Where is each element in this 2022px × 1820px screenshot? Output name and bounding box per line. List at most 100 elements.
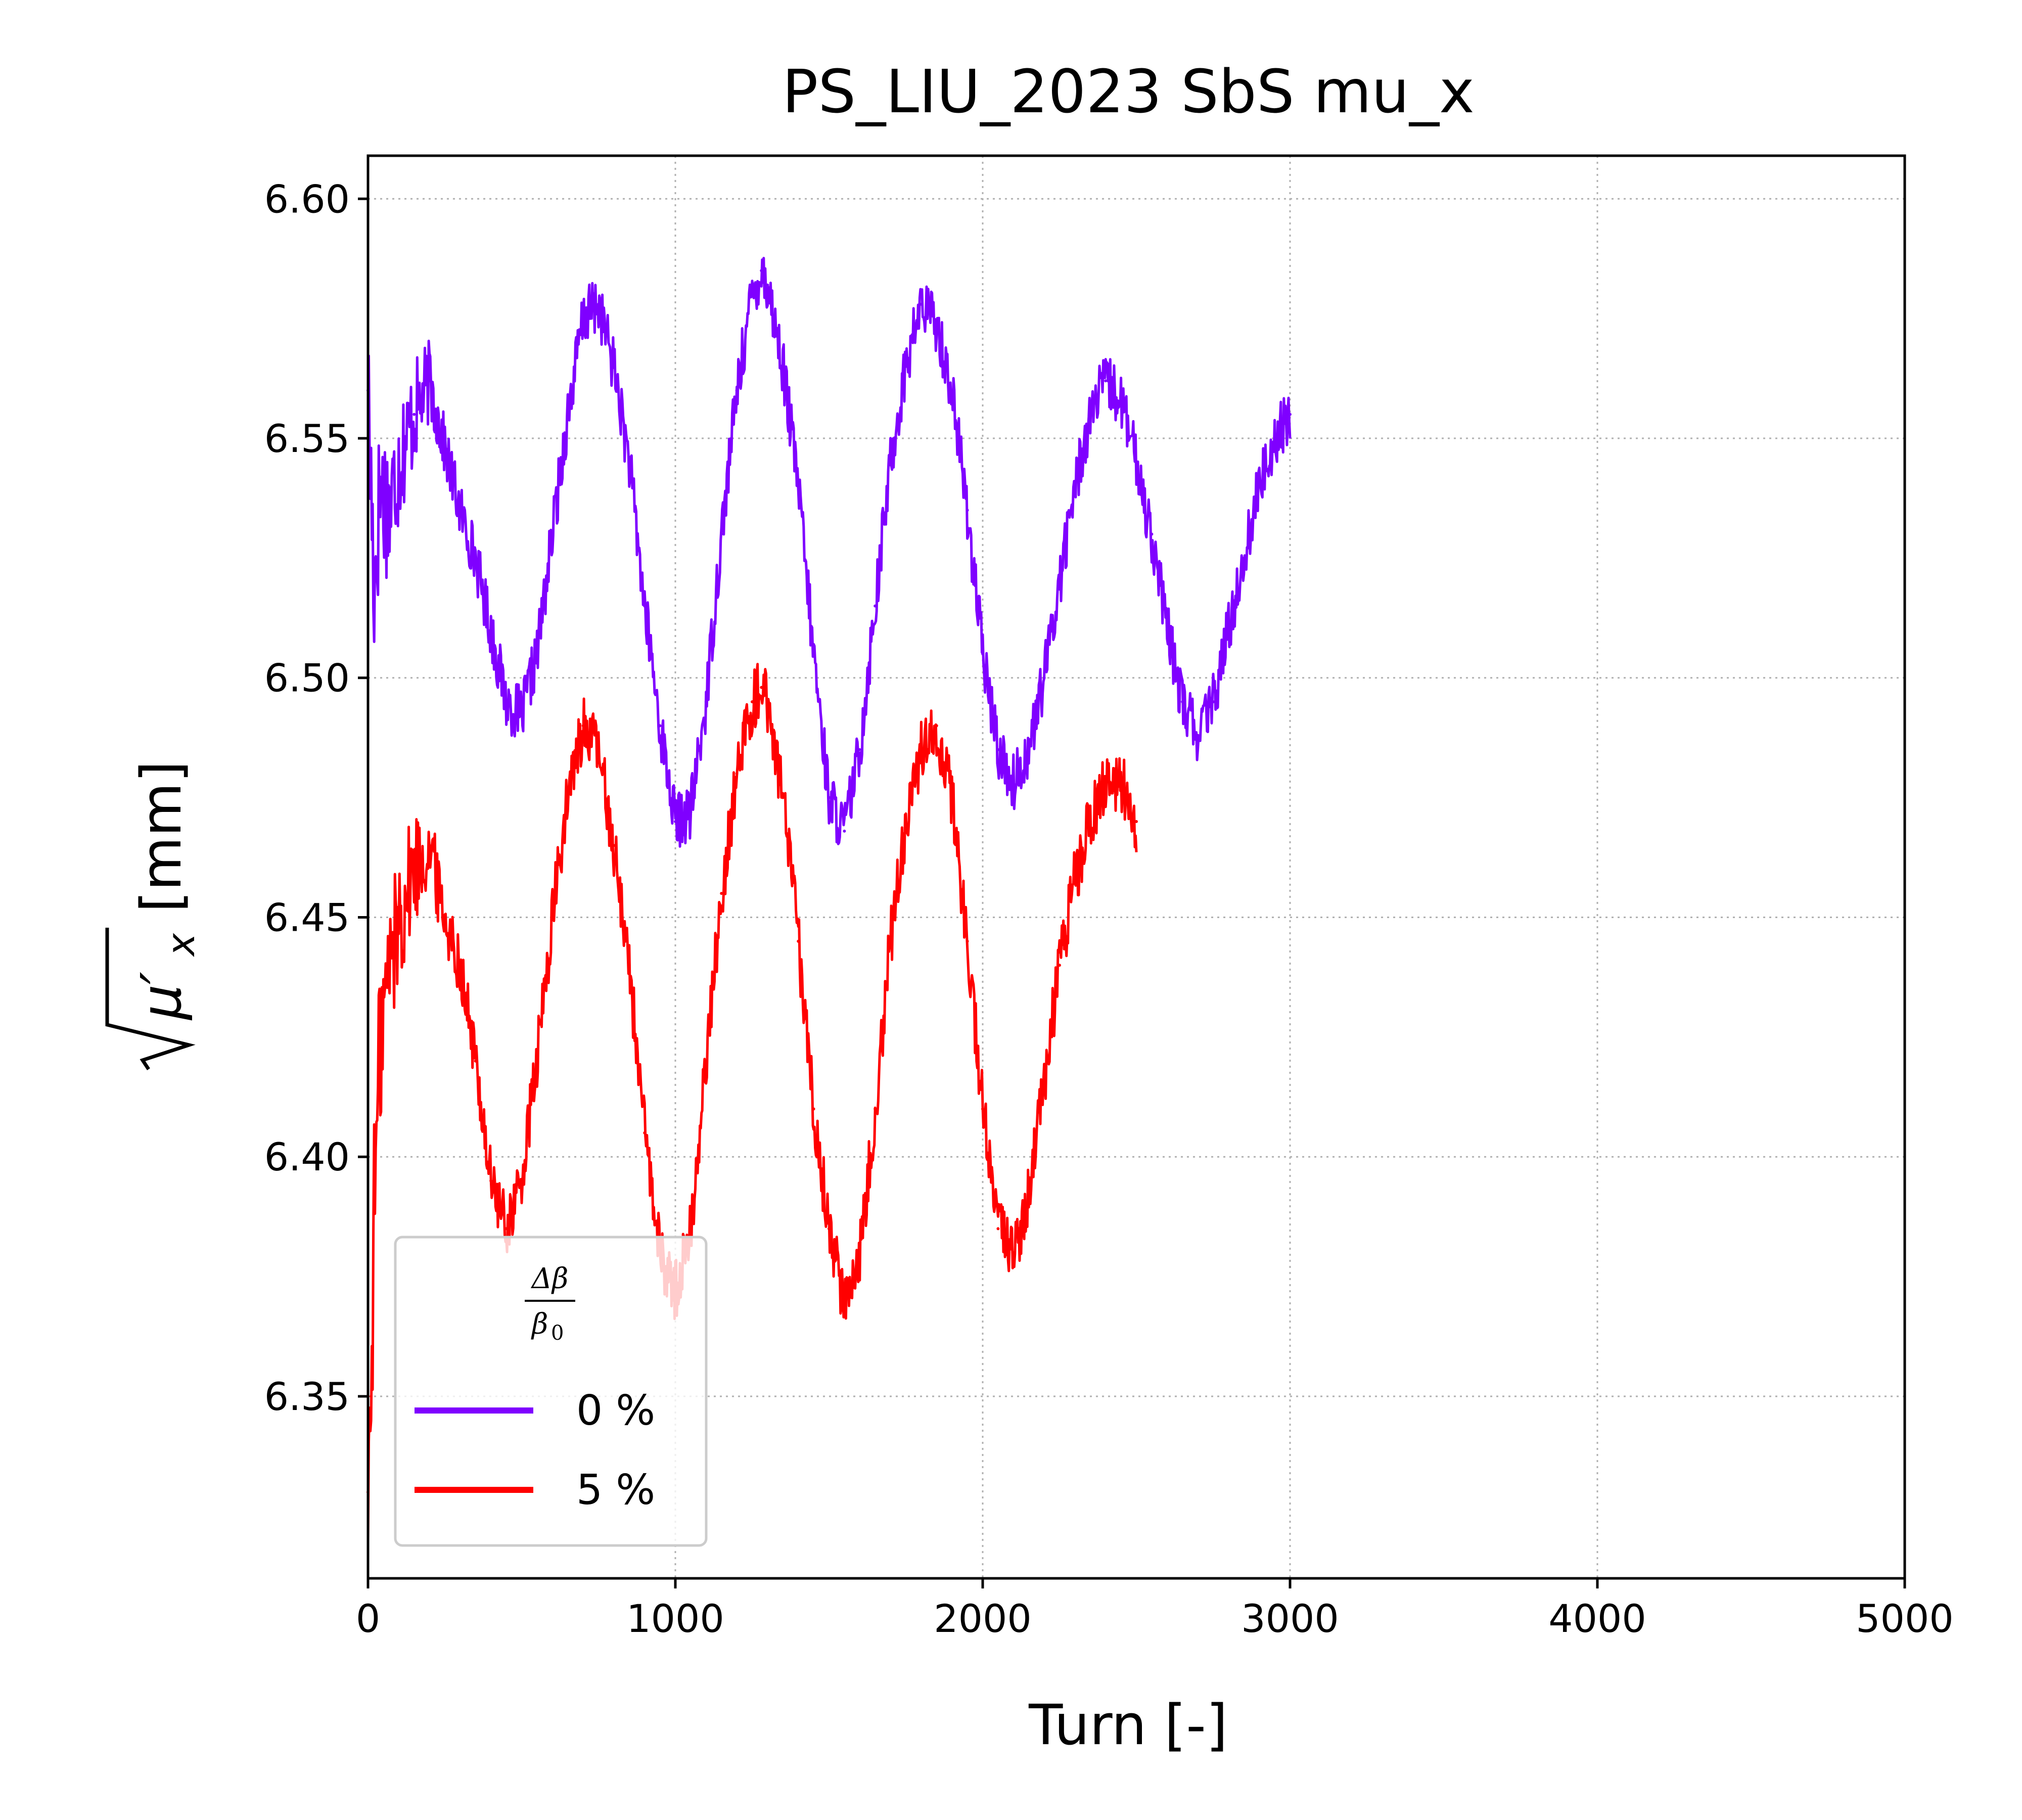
- data-point: [597, 302, 600, 306]
- data-point: [1181, 700, 1184, 704]
- y-tick-label: 6.40: [264, 1134, 350, 1179]
- data-point: [935, 322, 938, 325]
- data-point: [379, 484, 382, 488]
- y-axis-label: μ′ x [mm]: [105, 761, 203, 1070]
- series-line: [366, 257, 1292, 848]
- series-layer: [366, 257, 1292, 1541]
- data-point: [950, 389, 954, 392]
- data-point: [520, 714, 523, 718]
- data-point: [781, 796, 785, 799]
- legend: Δβ β 0 0 % 5 %: [394, 1236, 708, 1547]
- data-point: [550, 916, 554, 919]
- sqrt-symbol: [105, 928, 196, 1070]
- data-point: [643, 1131, 647, 1134]
- x-tick-label: 5000: [1856, 1596, 1953, 1641]
- series-5-percent: [366, 663, 1138, 1541]
- data-point: [889, 461, 892, 464]
- data-point: [935, 724, 938, 727]
- data-point: [1073, 484, 1077, 488]
- data-point: [535, 652, 539, 656]
- data-point: [412, 868, 416, 871]
- data-point: [443, 446, 446, 449]
- data-point: [1258, 484, 1261, 488]
- data-point: [996, 1227, 1000, 1231]
- data-point: [1150, 532, 1154, 536]
- data-point: [612, 844, 616, 847]
- data-point: [627, 964, 631, 967]
- data-point: [781, 365, 785, 368]
- data-point: [1058, 964, 1061, 967]
- data-point: [428, 379, 431, 383]
- data-point: [858, 1251, 861, 1254]
- data-point: [504, 1227, 508, 1231]
- data-point: [379, 1035, 382, 1039]
- data-point: [1135, 820, 1138, 823]
- ticks: 0 1000 2000 3000 4000 5000 6.35 6.40 6.45 6.50 6.5…: [264, 176, 1954, 1641]
- data-point: [981, 1107, 984, 1111]
- data-point: [904, 365, 907, 368]
- data-point: [751, 700, 754, 704]
- data-point: [1119, 398, 1123, 402]
- data-point: [1242, 556, 1246, 560]
- y-tick-label: 6.60: [264, 176, 350, 221]
- series-line: [366, 663, 1138, 1541]
- data-point: [370, 1394, 373, 1398]
- legend-title-denominator-subscript: 0: [551, 1322, 564, 1345]
- y-tick-label: 6.50: [264, 656, 350, 701]
- data-point: [966, 509, 969, 512]
- x-tick-label: 3000: [1241, 1596, 1339, 1641]
- data-point: [797, 939, 800, 943]
- data-point: [950, 796, 954, 799]
- data-point: [858, 748, 861, 751]
- legend-label-5-percent: 5 %: [576, 1466, 655, 1514]
- x-tick-label: 1000: [626, 1596, 724, 1641]
- data-point: [1073, 877, 1077, 881]
- data-point: [1104, 782, 1108, 785]
- data-point: [1196, 734, 1200, 737]
- data-point: [520, 1179, 523, 1182]
- legend-title-numerator: Δβ: [531, 1262, 569, 1295]
- data-point: [720, 892, 723, 895]
- data-point: [674, 820, 677, 823]
- data-point: [643, 604, 647, 608]
- data-point: [566, 413, 570, 416]
- data-point: [1212, 700, 1215, 704]
- y-tick-label: 6.45: [264, 895, 350, 940]
- data-point: [1088, 820, 1092, 823]
- data-point: [981, 652, 984, 656]
- data-point: [1227, 628, 1230, 631]
- data-point: [581, 317, 585, 321]
- data-point: [388, 509, 391, 512]
- data-point: [504, 700, 508, 704]
- data-point: [1058, 580, 1061, 584]
- data-point: [843, 829, 846, 833]
- plot-frame: [366, 154, 1906, 1580]
- data-point: [1289, 413, 1292, 416]
- data-point: [1012, 1251, 1015, 1254]
- data-point: [388, 964, 391, 967]
- y-axis-label-subscript: x: [158, 933, 203, 957]
- data-point: [874, 1107, 877, 1111]
- data-point: [1165, 628, 1169, 631]
- data-point: [1042, 1083, 1046, 1087]
- data-point: [1135, 461, 1138, 464]
- data-point: [1104, 379, 1108, 383]
- data-point: [1088, 413, 1092, 416]
- data-point: [458, 964, 462, 967]
- data-point: [658, 724, 662, 727]
- data-point: [373, 580, 376, 584]
- data-point: [812, 652, 815, 656]
- data-point: [474, 556, 477, 560]
- data-point: [996, 748, 1000, 751]
- data-point: [720, 532, 723, 536]
- x-tick-label: 2000: [934, 1596, 1031, 1641]
- data-point: [760, 269, 763, 272]
- data-point: [751, 293, 754, 296]
- data-point: [1027, 1194, 1031, 1197]
- legend-box: [394, 1236, 708, 1547]
- data-point: [904, 820, 907, 823]
- data-point: [373, 1203, 376, 1206]
- data-point: [735, 389, 739, 392]
- chart-title: PS_LIU_2023 SbS mu_x: [782, 57, 1475, 126]
